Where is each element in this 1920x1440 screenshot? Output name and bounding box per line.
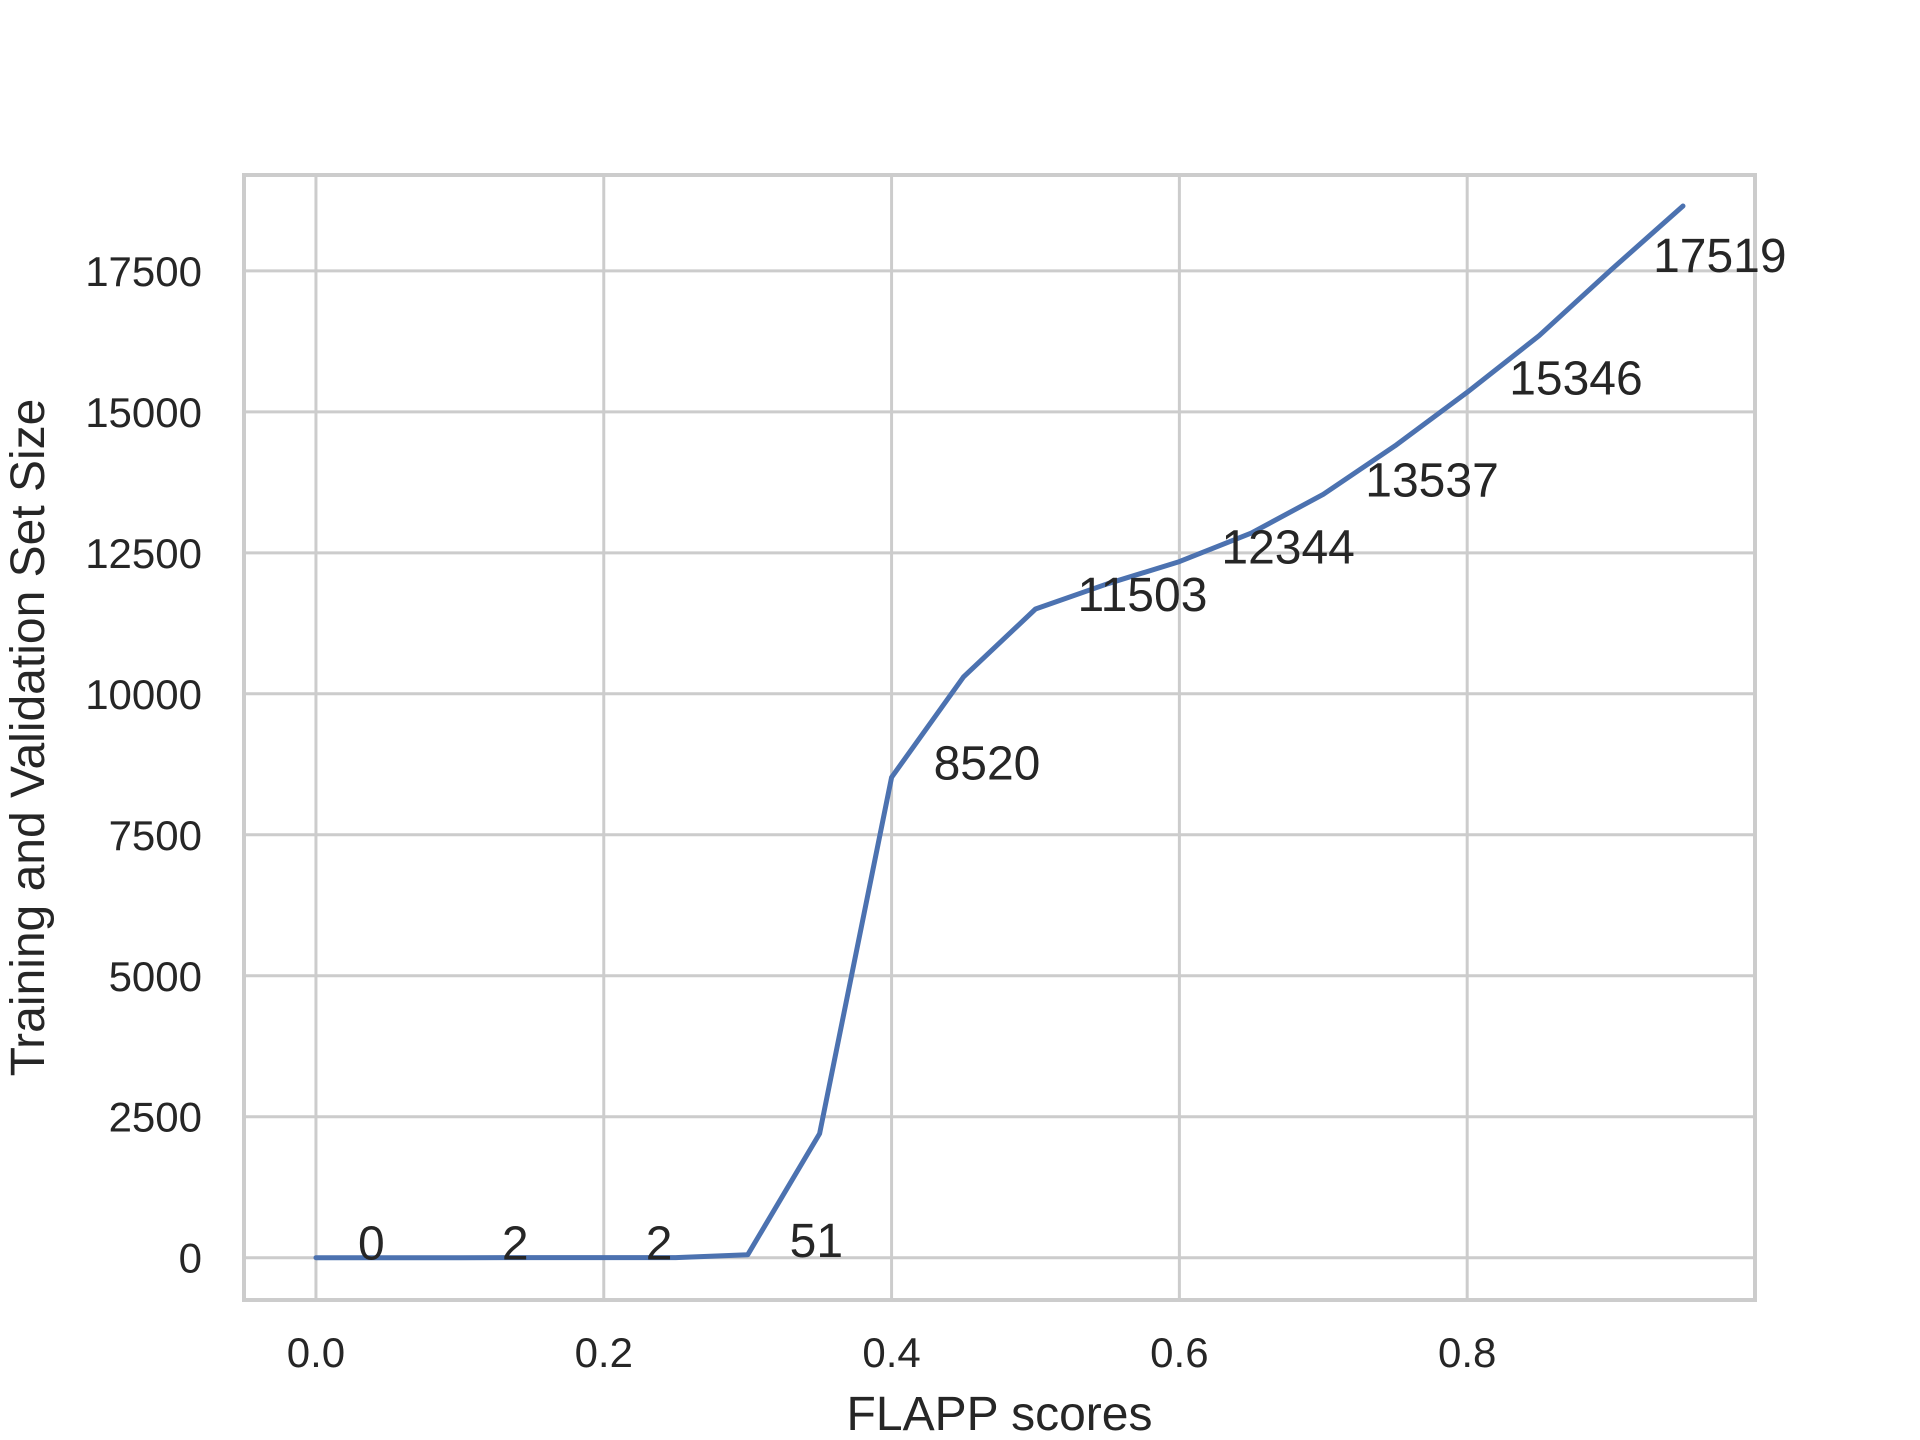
y-tick-label: 15000 (85, 389, 202, 436)
data-label: 11503 (1077, 569, 1207, 622)
y-tick-label: 0 (179, 1235, 202, 1282)
y-tick-labels: 0 2500 5000 7500 10000 12500 15000 17500 (85, 248, 202, 1282)
y-axis-label: Training and Validation Set Size (2, 399, 55, 1077)
data-label: 0 (358, 1218, 385, 1271)
data-label: 12344 (1221, 522, 1354, 575)
series-group (313, 203, 1686, 1261)
y-tick-label: 7500 (109, 812, 202, 859)
data-label: 15346 (1509, 352, 1642, 405)
data-label: 2 (502, 1218, 529, 1271)
y-tick-label: 5000 (109, 953, 202, 1000)
x-tick-label: 0.2 (575, 1329, 633, 1376)
plot-frame (242, 173, 1757, 1302)
data-label: 17519 (1653, 230, 1786, 283)
x-tick-labels: 0.0 0.2 0.4 0.6 0.8 (287, 1329, 1497, 1376)
data-label: 13537 (1365, 454, 1498, 507)
y-tick-label: 10000 (85, 671, 202, 718)
y-tick-label: 12500 (85, 530, 202, 577)
x-tick-label: 0.8 (1438, 1329, 1496, 1376)
data-label: 2 (646, 1218, 673, 1271)
series-line (313, 203, 1686, 1261)
x-tick-label: 0.0 (287, 1329, 345, 1376)
data-label: 51 (790, 1215, 843, 1268)
x-axis-label: FLAPP scores (847, 1388, 1153, 1440)
y-tick-label: 2500 (109, 1094, 202, 1141)
x-tick-label: 0.6 (1150, 1329, 1208, 1376)
y-tick-label: 17500 (85, 248, 202, 295)
data-label: 8520 (934, 737, 1041, 790)
x-tick-label: 0.4 (862, 1329, 920, 1376)
